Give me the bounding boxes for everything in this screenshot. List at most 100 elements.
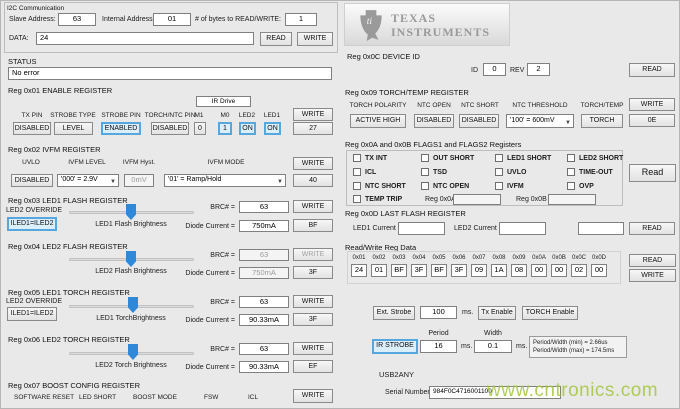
reg03-brc-field[interactable]: 63	[239, 201, 289, 213]
ntc-short-button[interactable]: DISABLED	[459, 114, 499, 128]
flags-read-button[interactable]: Read	[629, 164, 676, 182]
regdata-cell[interactable]: 3F	[451, 264, 467, 277]
flag-checkbox-ovp[interactable]	[567, 182, 575, 190]
regdata-cell[interactable]: 00	[551, 264, 567, 277]
reg02-title: Reg 0x02 IVFM REGISTER	[8, 145, 101, 154]
ir-strobe-button[interactable]: IR STROBE	[372, 339, 418, 354]
torch-ntc-pin-button[interactable]: DISABLED	[151, 122, 189, 135]
flag-checkbox-time-out[interactable]	[567, 168, 575, 176]
reg03-diode-field[interactable]: 750mA	[239, 220, 289, 232]
reg04-hex-display: 3F	[293, 266, 333, 279]
regdata-cell[interactable]: 1A	[491, 264, 507, 277]
reg05-brc-field[interactable]: 63	[239, 296, 289, 308]
reg0c-read-button[interactable]: READ	[629, 63, 675, 77]
torch-temp-button[interactable]: TORCH	[581, 114, 623, 128]
uvlo-button[interactable]: DISABLED	[11, 174, 53, 187]
i2c-write-button[interactable]: WRITE	[297, 32, 333, 46]
flag-checkbox-ntc-short[interactable]	[353, 182, 361, 190]
slave-address-field[interactable]: 63	[58, 13, 96, 26]
torch-enable-button[interactable]: TORCH Enable	[522, 306, 578, 320]
regdata-cell[interactable]: 02	[571, 264, 587, 277]
reg06-title: Reg 0x06 LED2 TORCH REGISTER	[8, 335, 130, 344]
led2-button[interactable]: ON	[239, 122, 256, 135]
reg06-write-button[interactable]: WRITE	[293, 342, 333, 355]
flag-checkbox-uvlo[interactable]	[495, 168, 503, 176]
reg05-write-button[interactable]: WRITE	[293, 295, 333, 308]
flag-checkbox-ivfm[interactable]	[495, 182, 503, 190]
reg02-write-button[interactable]: WRITE	[293, 157, 333, 170]
regdata-cell[interactable]: 08	[511, 264, 527, 277]
regdata-read-button[interactable]: READ	[629, 254, 676, 267]
reg03-write-button[interactable]: WRITE	[293, 200, 333, 213]
led1-button[interactable]: ON	[264, 122, 281, 135]
regdata-cell[interactable]: 24	[351, 264, 367, 277]
ivfm-level-dropdown[interactable]: '000' = 2.9V ▼	[57, 174, 119, 187]
m0-button[interactable]: 1	[218, 122, 232, 135]
regdata-cell[interactable]: 09	[471, 264, 487, 277]
reg04-slider-thumb[interactable]	[126, 251, 136, 267]
regdata-title: Read/Write Reg Data	[345, 243, 417, 252]
reg0d-read-button[interactable]: READ	[629, 222, 675, 235]
flag-checkbox-icl[interactable]	[353, 168, 361, 176]
flag-checkbox-tsd[interactable]	[421, 168, 429, 176]
reg09-col-label: NTC OPEN	[417, 102, 451, 109]
reg07-write-button[interactable]: WRITE	[293, 389, 333, 403]
flag-checkbox-temp-trip[interactable]	[353, 195, 361, 203]
ivfm-mode-dropdown[interactable]: '01' = Ramp/Hold ▼	[164, 174, 286, 187]
internal-address-field[interactable]: 01	[153, 13, 191, 26]
reg01-col-label: TX PIN	[21, 112, 43, 119]
flag-label: LED2 SHORT	[579, 155, 624, 162]
reg06-brc-field[interactable]: 63	[239, 343, 289, 355]
flag-checkbox-led2-short[interactable]	[567, 154, 575, 162]
regdata-cell[interactable]: BF	[431, 264, 447, 277]
torch-polarity-button[interactable]: ACTIVE HIGH	[350, 114, 406, 128]
reg03-iled-sync-button[interactable]: ILED1=ILED2	[7, 217, 57, 231]
flag-checkbox-ntc-open[interactable]	[421, 182, 429, 190]
ms-label: ms.	[462, 309, 474, 316]
regdata-cell[interactable]: 3F	[411, 264, 427, 277]
tx-enable-button[interactable]: Tx Enable	[478, 306, 516, 320]
bytes-field[interactable]: 1	[285, 13, 317, 26]
device-id-label: ID	[471, 67, 478, 74]
reg09-write-button[interactable]: WRITE	[629, 98, 675, 111]
regdata-write-button[interactable]: WRITE	[629, 269, 676, 282]
ti-logo: ti TEXAS INSTRUMENTS	[344, 3, 510, 46]
reg01-write-button[interactable]: WRITE	[293, 108, 333, 121]
regdata-cell[interactable]: BF	[391, 264, 407, 277]
flag-label: NTC OPEN	[433, 183, 470, 190]
reg05-slider-thumb[interactable]	[128, 297, 138, 313]
ext-strobe-field[interactable]: 100	[420, 306, 457, 319]
ext-strobe-button[interactable]: Ext. Strobe	[373, 306, 415, 320]
reg06-slider-thumb[interactable]	[128, 344, 138, 360]
m1-button[interactable]: 0	[194, 122, 206, 135]
strobe-type-button[interactable]: LEVEL	[54, 122, 93, 135]
regdata-cell[interactable]: 00	[591, 264, 607, 277]
ntc-threshold-dropdown[interactable]: '100' = 600mV ▼	[506, 114, 574, 128]
data-field[interactable]: 24	[36, 32, 254, 45]
ivfm-mode-label: IVFM MODE	[207, 159, 245, 166]
tx-pin-button[interactable]: DISABLED	[13, 122, 51, 135]
reg05-diode-field[interactable]: 90.33mA	[239, 314, 289, 326]
ntc-open-button[interactable]: DISABLED	[414, 114, 454, 128]
serial-number-label: Serial Number:	[385, 389, 432, 396]
regdata-cell[interactable]: 01	[371, 264, 387, 277]
reg05-title: Reg 0x05 LED1 TORCH REGISTER	[8, 288, 130, 297]
ivfm-mode-value: '01' = Ramp/Hold	[168, 176, 222, 183]
regdata-cell[interactable]: 00	[531, 264, 547, 277]
reg06-diode-field[interactable]: 90.33mA	[239, 361, 289, 373]
period-field[interactable]: 16	[420, 340, 457, 353]
reg01-col-label: STROBE TYPE	[50, 112, 96, 119]
flag-checkbox-tx-int[interactable]	[353, 154, 361, 162]
ir-drive-field[interactable]: IR Drive	[196, 96, 251, 107]
flag-checkbox-led1-short[interactable]	[495, 154, 503, 162]
flag-checkbox-out-short[interactable]	[421, 154, 429, 162]
reg05-iled-sync-button[interactable]: ILED1=ILED2	[7, 307, 57, 321]
svg-text:ti: ti	[367, 16, 373, 27]
strobe-pin-button[interactable]: ENABLED	[101, 122, 141, 135]
reg03-slider-thumb[interactable]	[126, 204, 136, 220]
chevron-down-icon: ▼	[565, 120, 571, 126]
width-field[interactable]: 0.1	[474, 340, 512, 353]
i2c-read-button[interactable]: READ	[260, 32, 292, 46]
reg0b-label: Reg 0x0B	[516, 196, 547, 203]
